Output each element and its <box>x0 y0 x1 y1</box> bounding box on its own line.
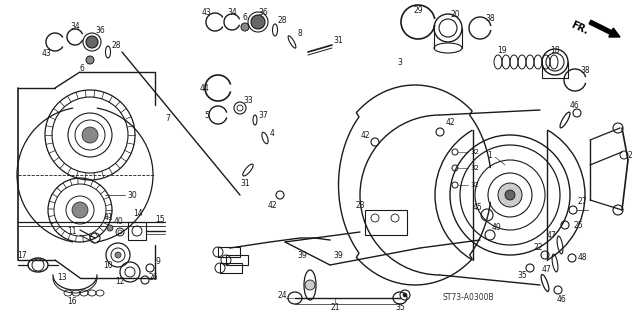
Circle shape <box>86 56 94 64</box>
Text: 4: 4 <box>270 129 274 138</box>
Text: FR.: FR. <box>570 20 591 36</box>
Text: 32: 32 <box>471 165 479 171</box>
Text: 19: 19 <box>497 45 507 54</box>
Text: 26: 26 <box>148 274 158 283</box>
Circle shape <box>498 183 522 207</box>
Text: 8: 8 <box>298 28 302 37</box>
Text: 44: 44 <box>200 84 210 92</box>
Text: 5: 5 <box>204 110 210 119</box>
Text: 6: 6 <box>243 12 248 21</box>
Text: 28: 28 <box>277 15 287 25</box>
Text: 10: 10 <box>104 260 113 269</box>
Text: 3: 3 <box>398 58 403 67</box>
Text: 47: 47 <box>547 230 557 239</box>
Text: 32: 32 <box>471 182 479 188</box>
Text: 30: 30 <box>127 190 137 199</box>
Text: 7: 7 <box>166 114 170 123</box>
Text: 9: 9 <box>156 258 161 267</box>
Text: 29: 29 <box>413 5 423 14</box>
Text: 43: 43 <box>41 49 51 58</box>
Text: 25: 25 <box>573 220 583 229</box>
Text: 41: 41 <box>104 213 113 222</box>
Text: 24: 24 <box>277 291 287 300</box>
Text: 2: 2 <box>627 150 632 159</box>
Text: 46: 46 <box>557 295 567 305</box>
Text: 36: 36 <box>258 7 268 17</box>
Text: 46: 46 <box>570 100 580 109</box>
Text: 38: 38 <box>485 13 495 22</box>
Text: 22: 22 <box>533 244 543 252</box>
Text: 6: 6 <box>79 63 84 73</box>
Text: 37: 37 <box>258 110 268 119</box>
Circle shape <box>115 252 121 258</box>
Text: 14: 14 <box>133 210 143 219</box>
Circle shape <box>107 225 113 231</box>
Circle shape <box>241 23 249 31</box>
Text: 12: 12 <box>115 277 124 286</box>
Text: 35: 35 <box>517 270 527 279</box>
Bar <box>226 255 248 265</box>
Text: 40: 40 <box>113 218 123 227</box>
Text: 39: 39 <box>297 251 307 260</box>
Text: 32: 32 <box>471 149 479 155</box>
Text: 35: 35 <box>395 302 405 311</box>
Text: 16: 16 <box>67 298 77 307</box>
Text: 48: 48 <box>577 253 587 262</box>
Text: 17: 17 <box>17 251 27 260</box>
Text: 31: 31 <box>333 36 343 44</box>
Text: 33: 33 <box>243 95 253 105</box>
Text: 34: 34 <box>70 21 80 30</box>
Bar <box>128 222 146 240</box>
Text: 36: 36 <box>95 26 105 35</box>
Text: 18: 18 <box>551 45 559 54</box>
Text: ST73-A0300B: ST73-A0300B <box>442 293 494 302</box>
Text: 47: 47 <box>542 266 552 275</box>
Text: 38: 38 <box>580 66 590 75</box>
Text: 20: 20 <box>450 10 460 19</box>
Text: 42: 42 <box>360 131 370 140</box>
Circle shape <box>403 293 407 297</box>
Bar <box>365 210 407 235</box>
Text: 13: 13 <box>57 274 67 283</box>
Text: 39: 39 <box>333 251 343 260</box>
Bar <box>218 247 240 257</box>
Circle shape <box>305 280 315 290</box>
Text: 42: 42 <box>445 117 455 126</box>
Circle shape <box>505 190 515 200</box>
Text: 34: 34 <box>227 7 237 17</box>
Text: 21: 21 <box>330 302 340 311</box>
Text: 15: 15 <box>155 215 165 225</box>
Text: 11: 11 <box>67 228 77 236</box>
Circle shape <box>82 127 98 143</box>
Text: 42: 42 <box>267 201 277 210</box>
Circle shape <box>251 15 265 29</box>
Text: 23: 23 <box>355 201 365 210</box>
Text: 43: 43 <box>202 7 212 17</box>
Text: 45: 45 <box>473 204 483 212</box>
Text: 1: 1 <box>488 150 492 159</box>
Circle shape <box>86 36 98 48</box>
Bar <box>220 263 242 273</box>
Text: 27: 27 <box>577 197 587 206</box>
Text: 49: 49 <box>492 223 502 233</box>
Circle shape <box>72 202 88 218</box>
Text: 28: 28 <box>111 41 121 50</box>
FancyArrow shape <box>589 20 620 37</box>
Text: 31: 31 <box>240 179 250 188</box>
